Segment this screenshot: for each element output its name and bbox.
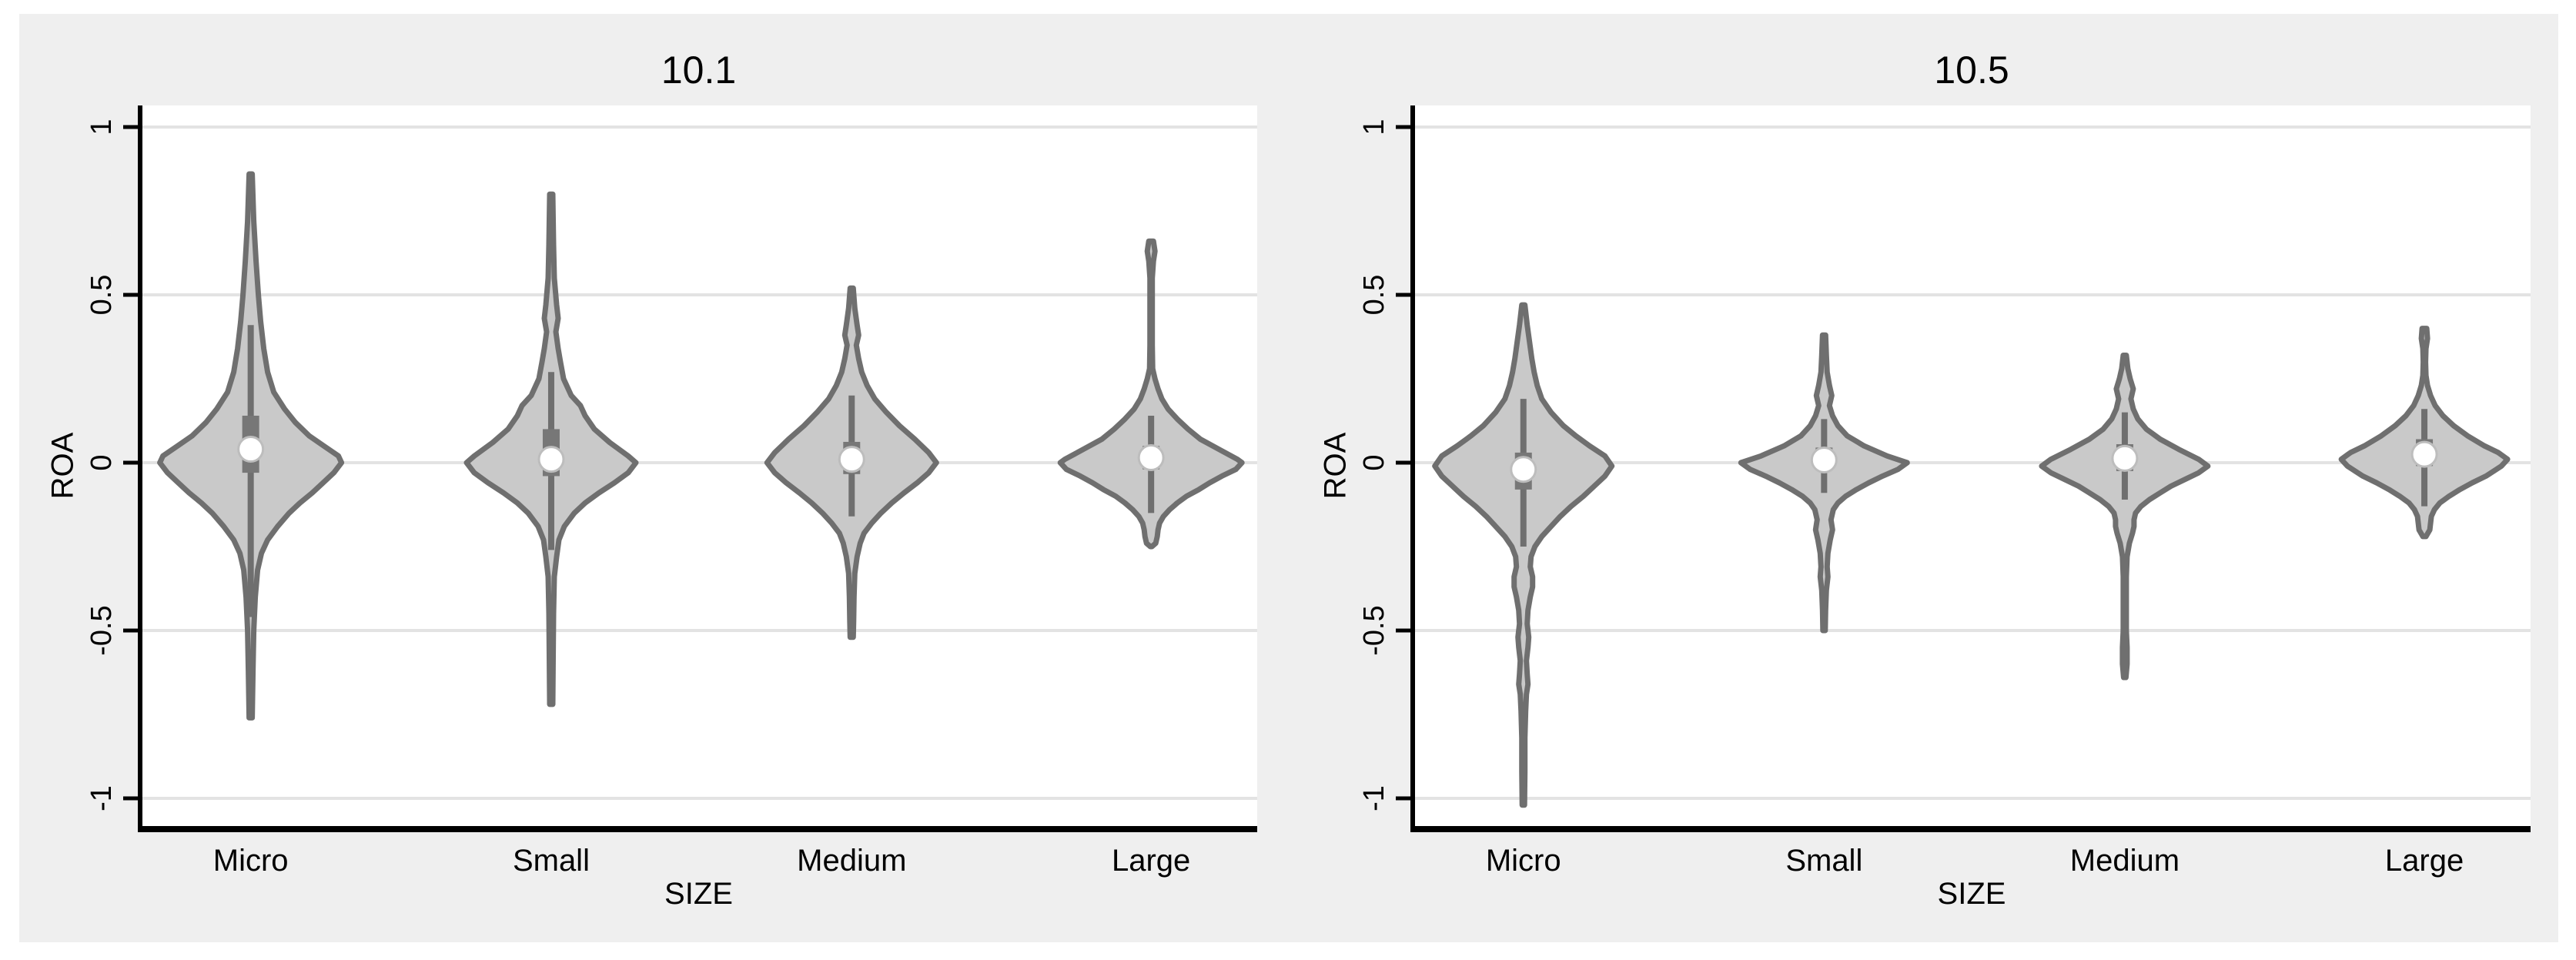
median-marker — [2410, 440, 2438, 468]
median-marker — [537, 446, 565, 473]
violin-10.1-Medium — [764, 285, 939, 641]
x-category-label-micro: Micro — [1486, 844, 1561, 878]
median-marker — [2111, 444, 2139, 472]
median-marker — [838, 446, 865, 473]
x-category-label-large: Large — [1112, 844, 1190, 878]
y-tick-label: 0.5 — [1358, 275, 1390, 316]
median-marker — [237, 436, 265, 463]
x-category-label-small: Small — [513, 844, 590, 878]
median-marker — [1810, 447, 1838, 474]
x-category-label-small: Small — [1785, 844, 1862, 878]
y-tick-label: 1 — [85, 119, 118, 135]
median-marker — [1137, 443, 1165, 471]
violin-shape — [1432, 302, 1615, 808]
x-category-label-medium: Medium — [797, 844, 906, 878]
x-category-label-micro: Micro — [213, 844, 289, 878]
violin-10.5-Small — [1738, 332, 1910, 634]
violin-10.1-Small — [463, 191, 639, 707]
y-tick-label: 1 — [1358, 119, 1390, 135]
y-tick-label: -0.5 — [85, 605, 118, 655]
x-category-label-large: Large — [2385, 844, 2464, 878]
panel-title: 10.1 — [661, 49, 736, 92]
x-category-label-medium: Medium — [2070, 844, 2180, 878]
violin-10.5-Micro — [1432, 302, 1615, 808]
violin-shape — [1057, 238, 1245, 550]
x-axis-title: SIZE — [664, 877, 733, 911]
y-tick-label: 0.5 — [85, 275, 118, 316]
y-tick-label: -0.5 — [1358, 605, 1390, 655]
y-axis-title: ROA — [1319, 432, 1353, 499]
panel-10.1: 10.1 1 0.5 0 -0.5 -1 ROA Micro Small Medium Large S… — [46, 49, 1257, 911]
violin-10.5-Large — [2338, 326, 2511, 540]
y-tick-label: 0 — [1358, 454, 1390, 470]
violin-10.5-Medium — [2039, 353, 2211, 681]
y-axis-title: ROA — [46, 432, 80, 499]
y-tick-label: -1 — [1358, 785, 1390, 811]
y-tick-label: -1 — [85, 785, 118, 811]
violin-10.1-Micro — [157, 171, 345, 721]
y-tick-label: 0 — [85, 454, 118, 470]
violin-shape — [2039, 353, 2211, 681]
panel-title: 10.5 — [1934, 49, 2009, 92]
median-marker — [1510, 456, 1537, 483]
violin-10.1-Large — [1057, 238, 1245, 550]
x-axis-title: SIZE — [1938, 877, 2006, 911]
